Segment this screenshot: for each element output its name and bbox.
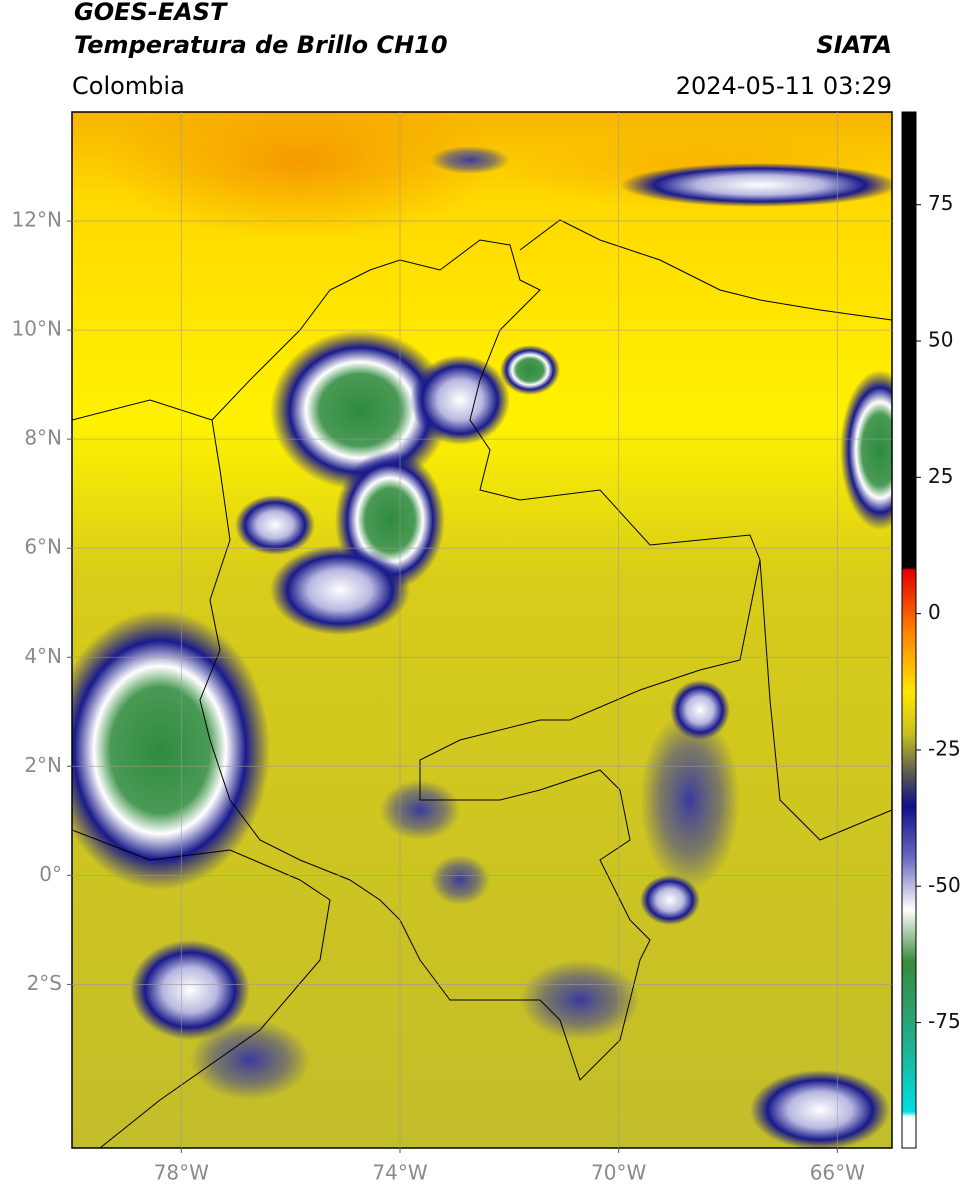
- cloud: [130, 940, 250, 1040]
- cloud: [640, 875, 700, 925]
- country-border: [72, 829, 331, 1148]
- colorbar-tick-label: -75: [928, 1009, 961, 1033]
- y-tick-label: 0°: [39, 862, 62, 886]
- colorbar-tick-label: 50: [928, 328, 953, 352]
- cloud: [270, 545, 410, 635]
- colorbar-tick-label: 75: [928, 191, 953, 215]
- x-tick-label: 66°W: [810, 1161, 865, 1185]
- cloud: [430, 146, 510, 174]
- cloud: [640, 710, 740, 890]
- cloud: [840, 370, 892, 530]
- cloud: [270, 330, 450, 490]
- cloud: [430, 855, 490, 905]
- colorbar-tick-label: -25: [928, 736, 961, 760]
- cloud: [500, 345, 560, 395]
- x-tick-label: 74°W: [372, 1161, 427, 1185]
- region: Colombia: [72, 72, 185, 100]
- cloud: [190, 1020, 310, 1100]
- cloud: [670, 680, 730, 740]
- cloud: [750, 1070, 890, 1148]
- imagery: [72, 112, 892, 1148]
- country-border: [72, 399, 213, 421]
- country-border: [519, 219, 892, 321]
- y-tick-label: 4°N: [24, 644, 62, 668]
- y-tick-label: 2°S: [27, 971, 62, 995]
- x-tick-label: 70°W: [591, 1161, 646, 1185]
- colorbar: [901, 111, 917, 1149]
- y-tick-label: 12°N: [12, 208, 62, 232]
- cloud: [235, 495, 315, 555]
- cloud: [410, 355, 510, 445]
- x-tick-label: 78°W: [154, 1161, 209, 1185]
- y-tick-label: 10°N: [12, 317, 62, 341]
- country-border: [199, 239, 761, 1081]
- subtitle: Temperatura de Brillo CH10: [74, 31, 448, 59]
- source: SIATA: [816, 31, 892, 59]
- map-frame: [71, 111, 893, 1149]
- cloud: [520, 960, 640, 1040]
- y-tick-label: 6°N: [24, 535, 62, 559]
- y-tick-label: 2°N: [24, 753, 62, 777]
- colorbar-tick-label: 25: [928, 464, 953, 488]
- datetime: 2024-05-11 03:29: [676, 72, 892, 100]
- colorbar-tick-label: -50: [928, 873, 961, 897]
- country-border: [759, 559, 892, 841]
- cloud: [72, 610, 270, 890]
- colorbar-tick-label: 0: [928, 600, 941, 624]
- y-tick-label: 8°N: [24, 426, 62, 450]
- title: GOES-EAST: [74, 0, 228, 26]
- cloud: [620, 163, 892, 207]
